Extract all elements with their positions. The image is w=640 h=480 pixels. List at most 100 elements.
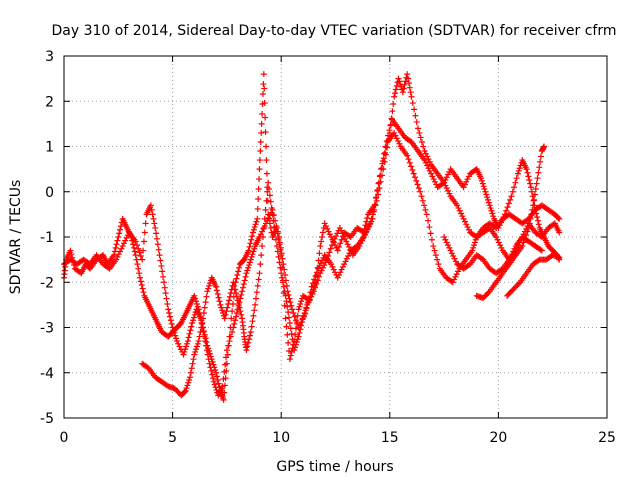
series-track-f	[441, 234, 545, 277]
data-point	[538, 247, 545, 254]
data-point	[244, 267, 251, 274]
data-point	[461, 181, 468, 188]
data-point	[277, 264, 284, 271]
data-point	[318, 267, 325, 274]
data-point	[153, 230, 160, 237]
data-point	[266, 192, 273, 199]
data-point	[278, 250, 285, 257]
data-point	[362, 222, 369, 229]
data-point	[168, 320, 175, 327]
data-point	[118, 245, 125, 252]
data-point	[207, 364, 214, 371]
data-point	[187, 369, 194, 376]
data-point	[555, 214, 562, 221]
data-point	[303, 304, 310, 311]
data-point	[330, 238, 337, 245]
data-point	[500, 214, 507, 221]
data-point	[212, 384, 219, 391]
data-point	[286, 314, 293, 321]
data-point	[287, 299, 294, 306]
data-point	[286, 348, 293, 355]
data-point	[232, 286, 239, 293]
data-point	[527, 180, 534, 187]
data-point	[315, 265, 322, 272]
data-point	[452, 258, 459, 265]
data-point	[337, 240, 344, 247]
data-point	[226, 297, 233, 304]
data-point	[156, 252, 163, 259]
data-point	[259, 110, 266, 117]
data-point	[182, 387, 189, 394]
data-point	[187, 327, 194, 334]
data-point	[441, 234, 448, 240]
data-point	[324, 225, 331, 232]
data-point	[234, 272, 241, 279]
data-point	[167, 317, 174, 324]
data-point	[481, 186, 488, 193]
data-point	[282, 315, 289, 322]
data-point	[116, 230, 123, 237]
data-point	[257, 148, 264, 155]
data-point	[185, 334, 192, 341]
data-point	[263, 170, 270, 177]
series-track-d	[473, 143, 548, 302]
data-point	[133, 242, 140, 249]
data-point	[140, 289, 147, 296]
data-point	[452, 273, 459, 280]
data-point	[523, 225, 530, 232]
data-point	[254, 215, 261, 222]
data-point	[257, 138, 264, 145]
data-point	[246, 332, 253, 339]
data-point	[292, 344, 299, 351]
data-point	[288, 330, 295, 337]
data-point	[322, 223, 329, 230]
data-point	[496, 222, 503, 229]
y-tick-label: -1	[40, 230, 54, 246]
data-point	[283, 282, 290, 289]
data-point	[400, 85, 407, 92]
data-point	[248, 253, 255, 260]
data-point	[233, 290, 240, 297]
data-point	[181, 348, 188, 355]
data-point	[267, 198, 274, 205]
data-point	[117, 248, 124, 255]
data-point	[173, 386, 180, 393]
data-point	[151, 220, 158, 227]
data-point	[524, 228, 531, 235]
data-point	[171, 385, 178, 392]
data-point	[527, 215, 534, 222]
data-point	[186, 374, 193, 381]
data-point	[339, 230, 346, 237]
data-point	[210, 361, 217, 368]
data-point	[319, 229, 326, 236]
data-point	[374, 186, 381, 193]
data-point	[160, 279, 167, 286]
y-tick-label: 2	[45, 94, 54, 110]
data-point	[527, 184, 534, 191]
data-point	[191, 351, 198, 358]
data-point	[443, 185, 450, 192]
data-point	[369, 215, 376, 222]
data-point	[302, 307, 309, 314]
data-point	[231, 320, 238, 327]
data-point	[372, 201, 379, 208]
data-point	[313, 269, 320, 276]
data-point	[364, 214, 371, 221]
data-point	[284, 331, 291, 338]
data-point	[428, 236, 435, 243]
data-point	[319, 257, 326, 264]
data-point	[256, 157, 263, 164]
data-point	[172, 332, 179, 339]
data-point	[523, 166, 530, 173]
data-point	[470, 244, 477, 251]
data-point	[117, 226, 124, 233]
data-point	[164, 300, 171, 307]
data-point	[316, 250, 323, 257]
series-track-c	[139, 116, 563, 399]
data-point	[441, 179, 448, 186]
data-point	[259, 234, 266, 240]
data-point	[253, 218, 260, 225]
data-point	[370, 208, 377, 215]
data-point	[221, 368, 228, 375]
data-point	[142, 220, 149, 227]
